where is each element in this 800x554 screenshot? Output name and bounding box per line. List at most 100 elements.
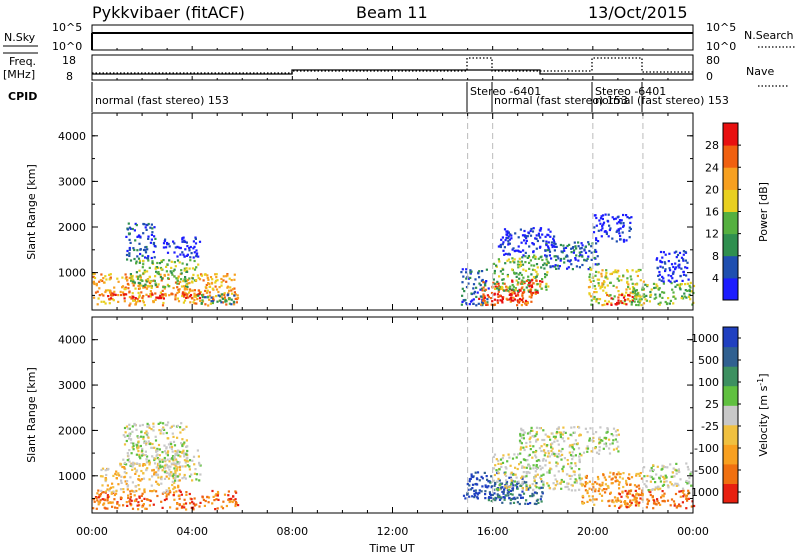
power-cell [614,269,617,272]
power-cell [508,238,511,241]
velocity-cell [195,473,199,476]
velocity-cell [648,490,651,493]
velocity-cell [148,478,151,481]
power-cell [103,300,106,303]
power-cell [126,258,129,261]
velocity-cell [557,470,560,473]
velocity-cell [525,441,528,445]
power-cell [128,296,131,299]
power-cell [181,262,184,265]
power-cell [617,290,620,293]
power-cell [628,229,631,232]
power-cell [635,296,638,299]
velocity-cell [652,464,655,467]
velocity-cell [130,463,133,466]
power-cell [478,282,481,285]
power-cell [233,287,236,290]
power-blob-13 [544,241,600,271]
power-cell [642,280,645,283]
velocity-cell [611,500,614,503]
velocity-cell [490,496,493,499]
power-cell [562,247,566,250]
power-cell [607,213,610,216]
power-cell [534,291,537,294]
power-cell [231,288,234,291]
velocity-cell [685,507,688,510]
power-cell [587,286,591,289]
power-cell [144,286,147,289]
power-cell [480,287,484,290]
velocity-cell [179,450,182,454]
velocity-cell [487,496,490,500]
power-cell [679,288,682,291]
power-cell [192,247,195,250]
power-cell [469,269,472,272]
velocity-cell [650,488,654,491]
power-cell [230,279,233,282]
velocity-cell [132,448,135,451]
velocity-cell [516,487,519,490]
velocity-cell [137,501,140,504]
velocity-cell [496,480,499,483]
velocity-cell [574,464,577,467]
power-cell [496,299,499,302]
power-cell [600,272,603,275]
velocity-cell [653,488,656,491]
power-cell [123,297,126,300]
velocity-cell [586,500,589,503]
power-cell [463,299,466,302]
power-cell [183,293,186,296]
power-cell [628,226,631,229]
power-cell [192,273,195,276]
velocity-cell [170,425,173,428]
velocity-cell [574,478,577,481]
power-cell [656,285,659,288]
power-cell [165,265,168,268]
velocity-cell [171,455,175,458]
velocity-cell [652,502,656,505]
power-cell [633,300,636,303]
power-cell [493,303,496,306]
power-cell [147,259,150,262]
power-cell [662,251,665,254]
velocity-cell [624,489,627,493]
velocity-cell [119,462,122,465]
velocity-cell [693,504,696,508]
power-cell [550,257,553,260]
velocity-cell [177,484,180,487]
velocity-cell [178,503,181,506]
power-cell [634,289,637,292]
power-cell [138,294,141,297]
power-cell [472,298,475,301]
velocity-cell [498,498,502,501]
velocity-cell [689,472,692,475]
power-cell [196,298,199,301]
power-cell [176,286,179,289]
vel-colorbar-swatch [723,463,738,484]
power-cell [460,271,463,274]
power-cell [181,238,184,241]
velocity-cell [153,473,156,476]
power-cell [183,255,186,258]
power-cell [233,294,236,297]
velocity-cell [498,488,501,491]
power-cell [96,290,99,293]
power-cell [142,295,145,298]
power-cell [634,295,637,298]
velocity-cell [493,473,496,477]
power-cell [501,272,504,275]
power-cell [581,244,584,247]
power-cell [482,281,485,284]
velocity-cell [128,434,131,437]
velocity-cell [128,432,131,435]
velocity-cell [174,471,177,474]
power-cell [490,303,493,306]
power-cell [496,287,499,290]
power-cell [221,297,225,300]
power-cell [189,259,192,262]
velocity-blob-4 [155,449,202,482]
velocity-cell [657,485,660,488]
power-cell [143,271,146,274]
velocity-cell [159,464,162,467]
power-cell [180,285,184,288]
